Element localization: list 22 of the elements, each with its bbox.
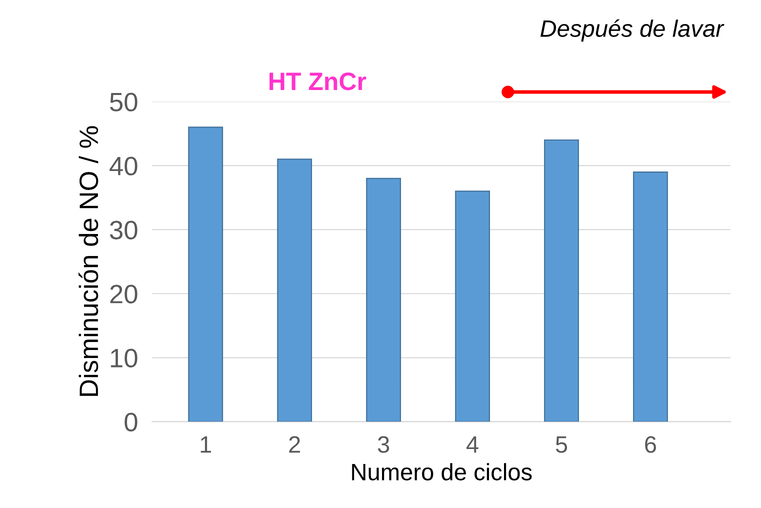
text: HT ZnCr bbox=[270, 72, 366, 90]
y-tick-label: 20 bbox=[110, 284, 138, 304]
y-axis-title: Disminución de NO / % bbox=[78, 126, 98, 396]
x-axis-title: Numero de ciclos bbox=[352, 463, 532, 480]
y-tick-label: 0 bbox=[124, 412, 138, 432]
y-tick-label: 50 bbox=[110, 92, 138, 112]
bar bbox=[188, 126, 224, 422]
x-tick-label: 4 bbox=[466, 436, 478, 453]
text: Después de lavar bbox=[540, 19, 724, 42]
x-tick-label: 2 bbox=[289, 436, 300, 453]
x-tick-label: 1 bbox=[200, 436, 211, 453]
x-tick-label: 6 bbox=[645, 436, 656, 453]
y-tick-label: 40 bbox=[110, 156, 138, 176]
bar bbox=[633, 171, 668, 422]
bar bbox=[544, 139, 579, 422]
y-tick-label: 30 bbox=[110, 220, 138, 240]
x-tick-label: 3 bbox=[378, 436, 390, 453]
bar bbox=[366, 178, 402, 422]
y-tick-label: 10 bbox=[110, 348, 138, 368]
bar bbox=[277, 158, 312, 422]
bar bbox=[455, 190, 490, 422]
x-tick-label: 5 bbox=[556, 436, 568, 453]
